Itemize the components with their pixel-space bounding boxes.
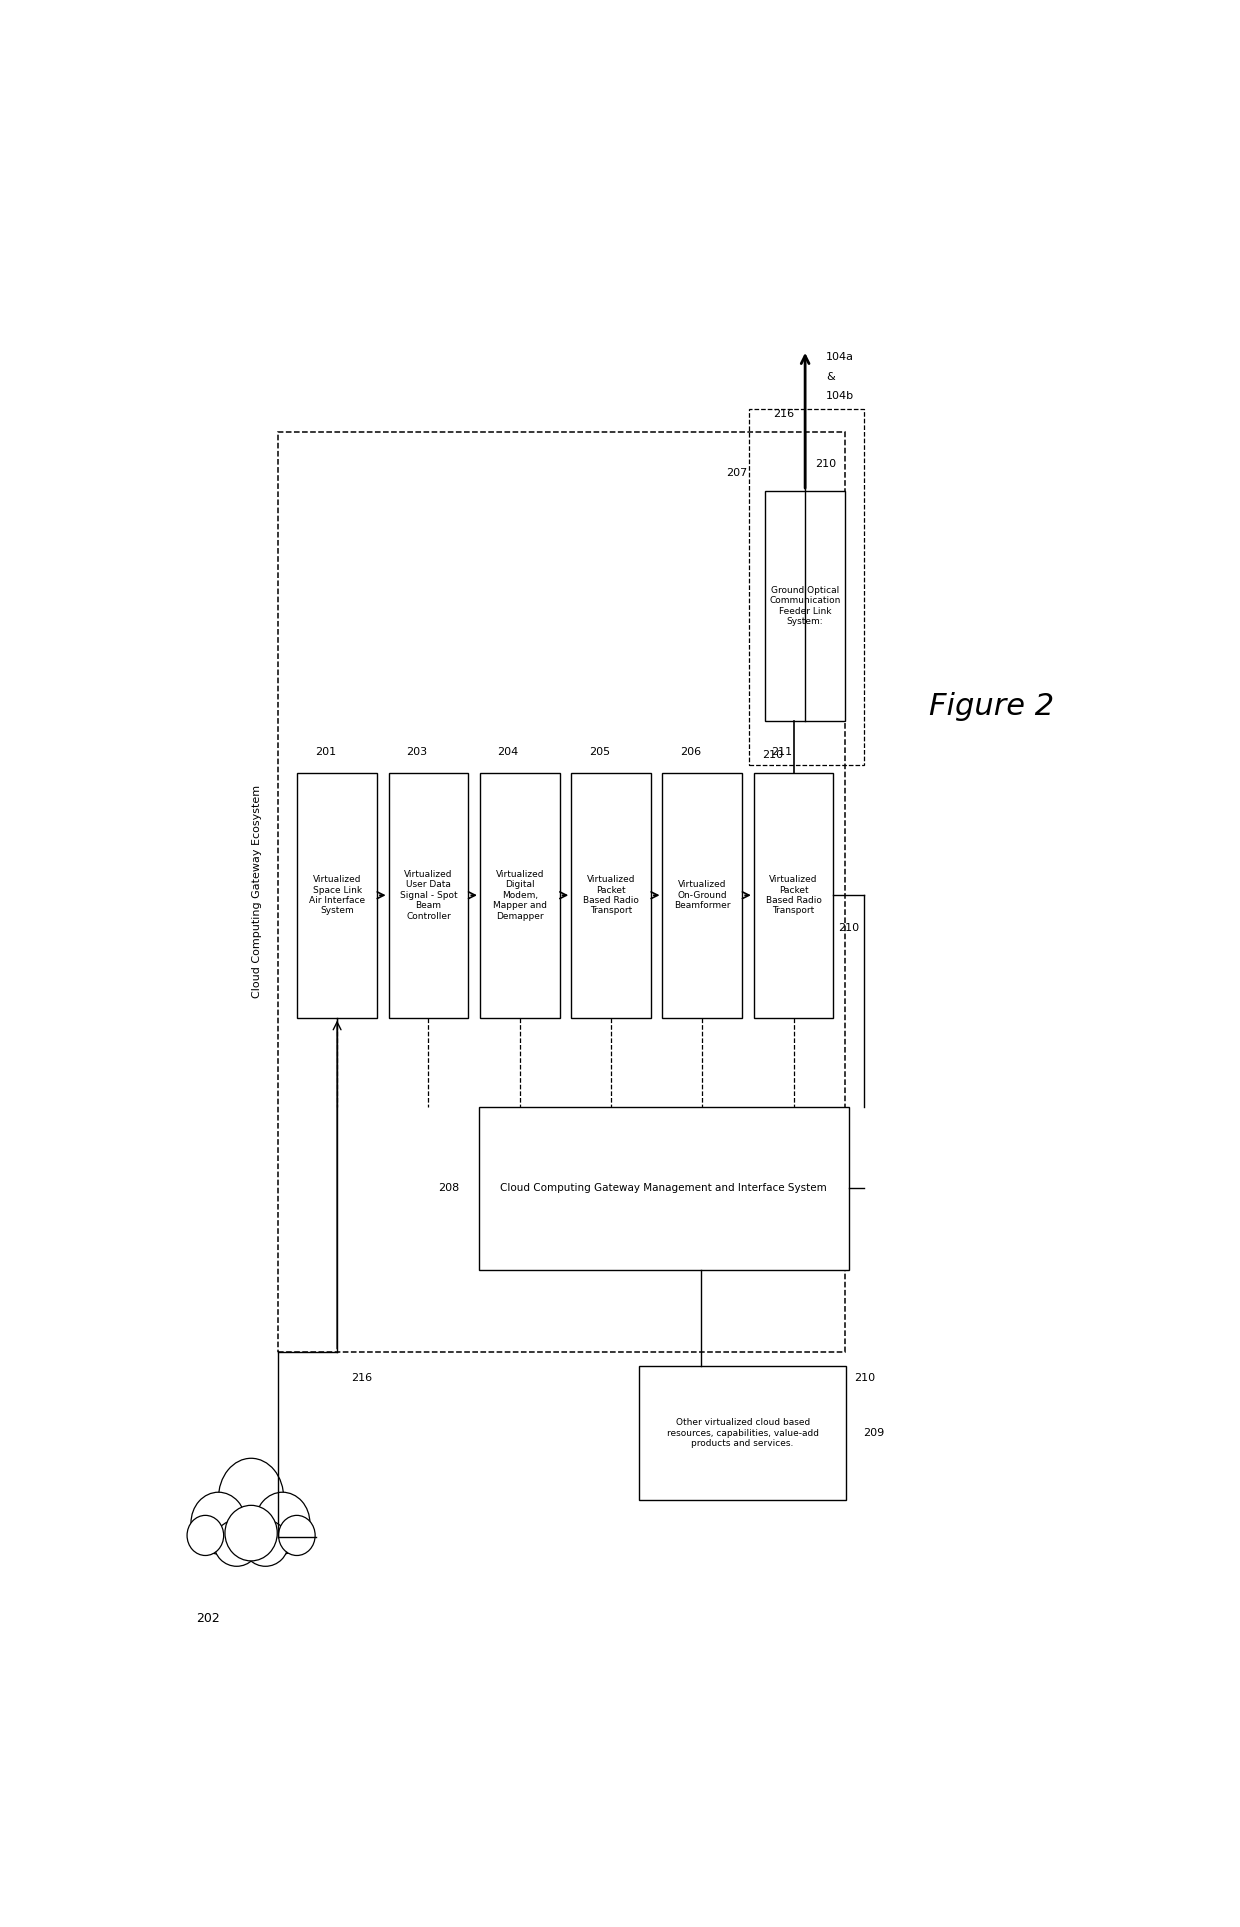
- Text: Figure 2: Figure 2: [929, 692, 1054, 721]
- Text: 207: 207: [725, 468, 746, 478]
- Bar: [479, 1106, 849, 1270]
- Text: 209: 209: [863, 1428, 884, 1438]
- Bar: [278, 432, 844, 1351]
- Text: 216: 216: [774, 409, 795, 418]
- Text: Virtualized
Packet
Based Radio
Transport: Virtualized Packet Based Radio Transport: [765, 875, 822, 915]
- Text: Virtualized
Space Link
Air Interface
System: Virtualized Space Link Air Interface Sys…: [309, 875, 365, 915]
- Text: 104a: 104a: [826, 353, 854, 362]
- Text: 201: 201: [315, 748, 336, 757]
- Ellipse shape: [279, 1515, 315, 1555]
- Ellipse shape: [191, 1491, 246, 1553]
- Bar: [662, 773, 743, 1017]
- Text: 210: 210: [838, 923, 859, 933]
- Text: 202: 202: [196, 1613, 219, 1624]
- Text: Ground Optical
Communication
Feeder Link
System:: Ground Optical Communication Feeder Link…: [770, 586, 841, 626]
- Text: 210: 210: [854, 1374, 875, 1384]
- Text: 204: 204: [497, 748, 518, 757]
- Text: 104b: 104b: [826, 391, 854, 401]
- Text: 208: 208: [439, 1183, 460, 1193]
- Ellipse shape: [218, 1459, 284, 1538]
- Ellipse shape: [213, 1520, 259, 1567]
- Text: Virtualized
Packet
Based Radio
Transport: Virtualized Packet Based Radio Transport: [583, 875, 639, 915]
- Text: 216: 216: [351, 1374, 373, 1384]
- Ellipse shape: [187, 1515, 223, 1555]
- Text: Other virtualized cloud based
resources, capabilities, value-add
products and se: Other virtualized cloud based resources,…: [667, 1418, 818, 1447]
- Text: 210: 210: [761, 750, 782, 759]
- Ellipse shape: [224, 1505, 278, 1561]
- Ellipse shape: [243, 1520, 289, 1567]
- Bar: [765, 491, 844, 721]
- Text: 210: 210: [815, 459, 836, 468]
- Text: 203: 203: [407, 748, 428, 757]
- Bar: [754, 773, 833, 1017]
- Text: Virtualized
Digital
Modem,
Mapper and
Demapper: Virtualized Digital Modem, Mapper and De…: [492, 869, 547, 921]
- Text: 211: 211: [771, 748, 792, 757]
- Text: 205: 205: [589, 748, 610, 757]
- Text: Virtualized
On-Ground
Beamformer: Virtualized On-Ground Beamformer: [675, 881, 730, 910]
- Text: Cloud Computing Gateway Ecosystem: Cloud Computing Gateway Ecosystem: [252, 784, 262, 998]
- Bar: [298, 773, 377, 1017]
- Bar: [480, 773, 559, 1017]
- Text: &: &: [826, 372, 835, 382]
- Ellipse shape: [255, 1491, 310, 1553]
- Bar: [388, 773, 469, 1017]
- Text: Cloud Computing Gateway Management and Interface System: Cloud Computing Gateway Management and I…: [501, 1183, 827, 1193]
- Text: Virtualized
User Data
Signal - Spot
Beam
Controller: Virtualized User Data Signal - Spot Beam…: [399, 869, 458, 921]
- Bar: [640, 1366, 846, 1499]
- Bar: [749, 409, 864, 765]
- Text: 206: 206: [681, 748, 702, 757]
- Bar: [572, 773, 651, 1017]
